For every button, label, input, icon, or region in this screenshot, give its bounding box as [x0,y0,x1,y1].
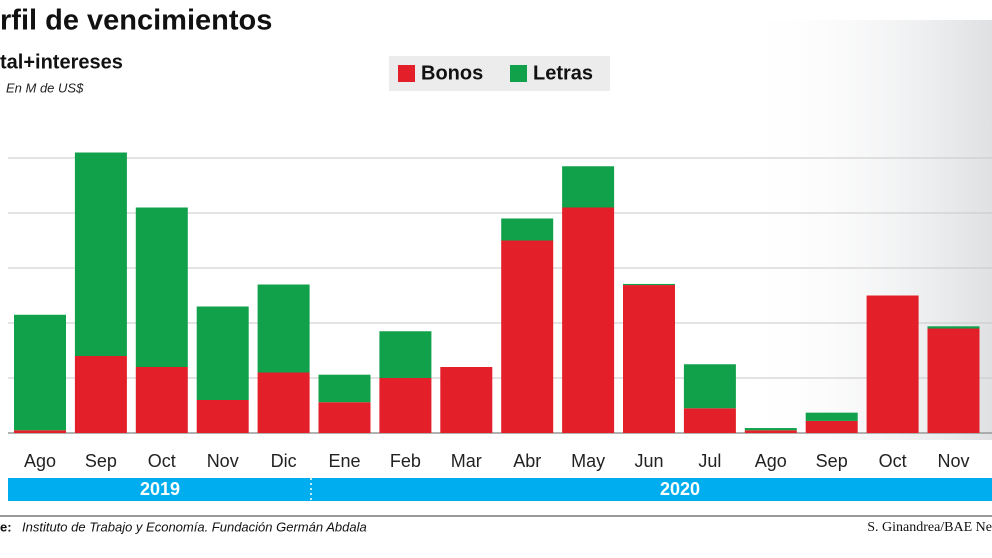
x-tick-label: Mar [451,451,482,471]
x-tick-label: Abr [513,451,541,471]
bar-segment [74,356,127,433]
unit-note: En M de US$ [6,80,84,95]
bar-segment [562,166,615,208]
legend: Bonos Letras [398,62,593,84]
year-label: 2019 [140,479,180,499]
bar-segment [744,430,797,433]
x-tick-label: Oct [148,451,176,471]
bar-segment [14,430,66,433]
bar-segment [135,207,188,367]
legend-label: Letras [533,62,593,84]
bar-segment [196,400,249,433]
bar-segment [866,295,919,433]
bar-segment [927,326,980,329]
chart-subtitle: tal+intereses [0,51,123,73]
x-tick-label: Feb [390,451,421,471]
bar-segment [379,378,432,433]
bar-segment [683,364,736,409]
source: Instituto de Trabajo y Economía. Fundaci… [22,519,367,534]
year-label: 2020 [660,479,700,499]
x-tick-label: Jul [698,451,721,471]
x-tick-label: Nov [937,451,969,471]
chart-title: rfil de vencimientos [0,5,272,37]
bar-segment [501,218,554,241]
bar-segment [501,240,554,433]
x-tick-label: Oct [879,451,907,471]
bar-segment [379,331,432,378]
legend-label: Bonos [421,62,483,84]
bar-segment [805,420,858,433]
x-tick-label: Ago [24,451,56,471]
legend-swatch [398,65,415,82]
bar-segment [318,402,371,433]
x-tick-label: May [571,451,605,471]
bar-segment [257,372,310,433]
bar-segment [440,367,493,433]
legend-swatch [510,65,527,82]
legend-box [389,56,610,91]
bar-segment [744,428,797,431]
bar-segment [805,412,858,421]
x-tick-label: Nov [207,451,239,471]
x-tick-label: Dic [271,451,297,471]
bar-segment [623,285,675,433]
bar-segment [257,284,310,373]
bar-segment [927,328,980,433]
bar-segment [135,367,188,433]
bar-segment [562,207,615,433]
x-tick-label: Jun [634,451,663,471]
year-band [8,478,992,501]
x-tick-label: Sep [816,451,848,471]
credit: S. Ginandrea/BAE Ne [867,520,992,535]
x-tick-label: Ene [328,451,360,471]
bar-segment [196,306,249,400]
x-tick-label: Ago [755,451,787,471]
bar-segment [623,283,675,286]
bar-segment [318,374,371,403]
bar-segment [683,408,736,433]
bar-segment [74,152,127,356]
source-label: e: [0,519,12,534]
plot: Ago Sep Oct Nov Dic Ene Feb Mar Abr May Jun Jul Ago S… [8,152,992,471]
x-tick-label: Sep [85,451,117,471]
bar-segment [14,314,66,431]
